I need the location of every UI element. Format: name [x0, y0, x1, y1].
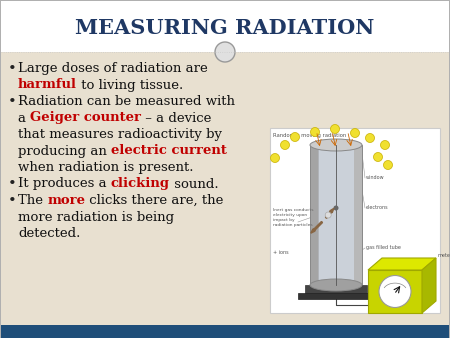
Text: Radiation can be measured with: Radiation can be measured with: [18, 95, 235, 108]
Text: harmful: harmful: [18, 78, 77, 92]
Text: •: •: [8, 194, 17, 208]
Bar: [310, 145, 362, 285]
Bar: [270, 128, 440, 313]
FancyArrow shape: [325, 208, 334, 218]
Circle shape: [270, 153, 279, 163]
Text: window: window: [366, 175, 385, 180]
Text: Large doses of radiation are: Large doses of radiation are: [18, 62, 212, 75]
Circle shape: [374, 152, 382, 162]
Text: clicks there are, the: clicks there are, the: [85, 194, 224, 207]
Circle shape: [215, 42, 235, 62]
Circle shape: [333, 206, 338, 211]
Circle shape: [351, 128, 360, 138]
Bar: [1, 325, 449, 338]
Text: clicking: clicking: [111, 177, 170, 191]
Text: sound.: sound.: [170, 177, 219, 191]
Text: meter: meter: [438, 253, 450, 258]
Text: to living tissue.: to living tissue.: [77, 78, 183, 92]
Polygon shape: [422, 258, 436, 313]
Bar: [368, 270, 422, 313]
Circle shape: [291, 132, 300, 142]
Bar: [1, 52, 449, 327]
Text: MEASURING RADIATION: MEASURING RADIATION: [75, 18, 375, 38]
Circle shape: [325, 212, 331, 218]
Text: when radiation is present.: when radiation is present.: [18, 161, 194, 174]
Polygon shape: [368, 258, 436, 270]
Ellipse shape: [310, 279, 362, 291]
Text: •: •: [8, 95, 17, 109]
Text: + ions: + ions: [273, 250, 288, 255]
Text: •: •: [8, 62, 17, 76]
Text: gas filled tube: gas filled tube: [366, 245, 401, 250]
Ellipse shape: [310, 139, 362, 151]
Circle shape: [330, 124, 339, 134]
FancyArrow shape: [311, 221, 323, 233]
Text: electrons: electrons: [366, 205, 389, 210]
Text: electric current: electric current: [111, 145, 227, 158]
Text: producing an: producing an: [18, 145, 111, 158]
Circle shape: [310, 127, 320, 137]
Circle shape: [280, 141, 289, 149]
Text: •: •: [8, 177, 17, 192]
Text: more radiation is being: more radiation is being: [18, 211, 174, 223]
Circle shape: [379, 275, 411, 308]
Circle shape: [365, 134, 374, 143]
Text: that measures radioactivity by: that measures radioactivity by: [18, 128, 222, 141]
Text: Inert gas conducts
electricity upon
impact by
radiation particles: Inert gas conducts electricity upon impa…: [273, 208, 314, 227]
Circle shape: [383, 161, 392, 169]
Text: Geiger counter: Geiger counter: [30, 112, 141, 124]
Text: – a device: – a device: [141, 112, 212, 124]
Text: It produces a: It produces a: [18, 177, 111, 191]
Bar: [305, 285, 367, 295]
Text: The: The: [18, 194, 47, 207]
Bar: [1, 1, 449, 53]
Text: Randomly moving radiation: Randomly moving radiation: [273, 133, 346, 138]
Bar: [318, 149, 354, 281]
Text: a: a: [18, 112, 30, 124]
Text: detected.: detected.: [18, 227, 81, 240]
Bar: [298, 293, 374, 299]
Circle shape: [381, 141, 390, 149]
Bar: [310, 145, 319, 285]
Text: more: more: [47, 194, 85, 207]
